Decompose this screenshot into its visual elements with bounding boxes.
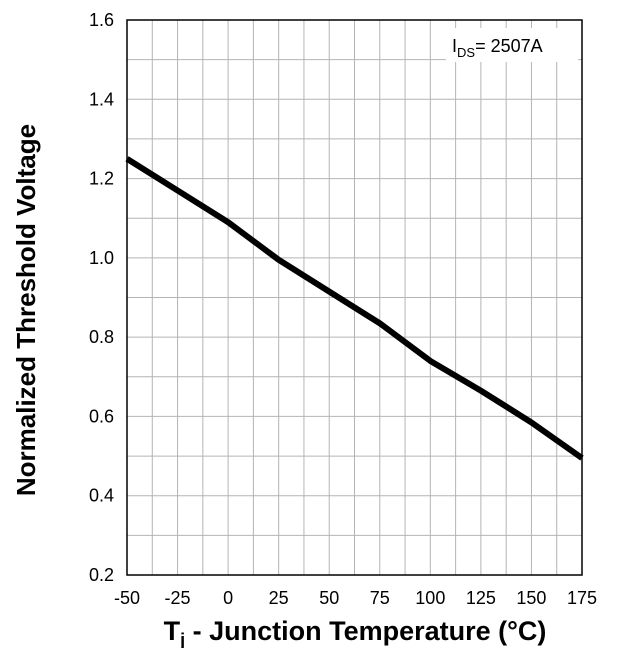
y-tick-label: 1.0 <box>89 248 114 268</box>
legend-text-main: I <box>452 36 457 56</box>
data-point <box>177 189 179 191</box>
legend-text-subscript: DS <box>457 45 475 60</box>
legend-annotation: IDS= 2507A <box>446 28 578 62</box>
x-axis-title: Tj - Junction Temperature (°C) <box>164 616 547 648</box>
x-axis-title-main: T <box>164 616 181 646</box>
y-tick-label: 1.4 <box>89 89 114 109</box>
y-tick-labels: 0.2 0.4 0.6 0.8 1.0 1.2 1.4 1.6 <box>89 10 114 585</box>
x-axis-title-subscript: j <box>179 630 185 648</box>
y-tick-label: 0.2 <box>89 565 114 585</box>
series-layer <box>125 156 584 461</box>
data-point <box>480 390 482 392</box>
y-tick-label: 1.6 <box>89 10 114 30</box>
x-tick-label: 150 <box>516 588 546 608</box>
x-tick-label: 50 <box>319 588 339 608</box>
data-point <box>429 360 431 362</box>
data-point <box>278 259 280 261</box>
x-axis-title-rest: - Junction Temperature (°C) <box>185 616 546 646</box>
data-point <box>379 322 381 324</box>
y-tick-label: 1.2 <box>89 169 114 189</box>
data-point <box>328 291 330 293</box>
x-tick-label: -50 <box>114 588 140 608</box>
y-tick-label: 0.8 <box>89 327 114 347</box>
x-tick-label: 175 <box>567 588 597 608</box>
x-tick-label: -25 <box>165 588 191 608</box>
x-tick-labels: -50 -25 0 25 50 75 100 125 150 175 <box>114 588 597 608</box>
legend-text: IDS= 2507A <box>452 36 543 60</box>
x-tick-label: 125 <box>466 588 496 608</box>
x-tick-label: 0 <box>223 588 233 608</box>
legend-text-rest: = 2507A <box>475 36 543 56</box>
y-tick-label: 0.6 <box>89 406 114 426</box>
data-point <box>227 221 229 223</box>
data-point <box>581 457 583 459</box>
plot-frame <box>126 19 583 576</box>
x-tick-label: 75 <box>370 588 390 608</box>
y-tick-label: 0.4 <box>89 486 114 506</box>
data-point <box>530 421 532 423</box>
x-tick-label: 100 <box>415 588 445 608</box>
x-tick-label: 25 <box>269 588 289 608</box>
data-point <box>126 158 128 160</box>
legend-background <box>446 28 578 62</box>
y-axis-title: Normalized Threshold Voltage <box>11 124 41 496</box>
series-line <box>125 156 584 461</box>
grid <box>127 20 582 575</box>
